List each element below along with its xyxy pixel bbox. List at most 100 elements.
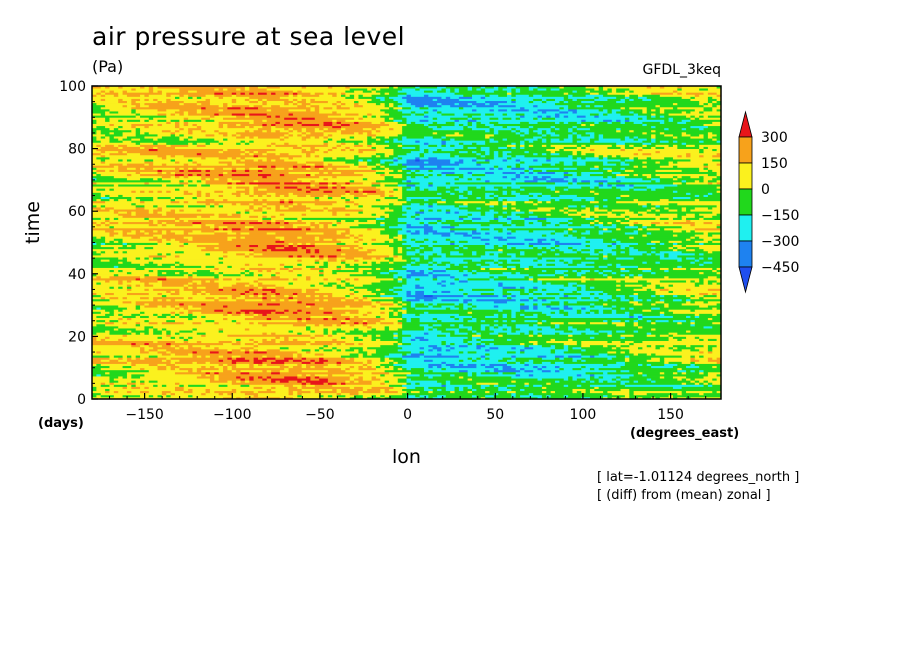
heatmap-cell [201,355,206,358]
heatmap-cell [694,223,718,227]
heatmap-cell [498,386,508,389]
heatmap-cell [161,292,172,296]
heatmap-cell [96,188,106,191]
heatmap-cell [306,351,311,354]
heatmap-cell [563,394,569,398]
heatmap-cell [437,221,442,225]
heatmap-cell [472,390,486,394]
heatmap-cell [336,323,342,327]
heatmap-cell [594,192,600,195]
heatmap-cell [624,275,630,279]
heatmap-cell [92,229,106,233]
heatmap-cell [354,296,359,300]
heatmap-cell [271,194,276,197]
heatmap-cell [646,392,678,396]
heatmap-cell [686,244,721,248]
heatmap-cell [664,269,669,273]
heatmap-cell [244,328,250,331]
heatmap-cell [712,325,721,329]
heatmap-cell [236,311,241,314]
heatmap-cell [589,373,595,377]
heatmap-cell [371,371,390,375]
heatmap-cell [126,271,132,275]
heatmap-cell [537,396,543,399]
heatmap-cell [677,363,691,367]
heatmap-cell [292,269,320,273]
heatmap-cell [406,386,416,389]
heatmap-cell [646,209,652,212]
heatmap-cell [423,257,429,260]
heatmap-cell [179,179,185,183]
heatmap-cell [253,342,259,346]
heatmap-cell [122,321,128,325]
heatmap-cell [153,219,158,223]
heatmap-cell [533,307,538,310]
heatmap-cell [620,240,652,243]
heatmap-cell [563,303,591,306]
heatmap-cell [275,273,298,277]
heatmap-cell [555,365,560,369]
heatmap-cell [694,369,700,373]
heatmap-cell [467,280,534,283]
heatmap-cell [397,367,403,371]
heatmap-cell [445,348,451,352]
heatmap-cell [161,223,167,227]
heatmap-cell [659,284,669,287]
heatmap-cell [179,271,189,275]
heatmap-cell [323,269,333,273]
heatmap-cell [603,223,613,227]
heatmap-cell [642,234,648,237]
heatmap-cell [402,357,469,360]
heatmap-cell [651,250,656,254]
heatmap-cell [201,321,215,325]
heatmap-cell [183,200,189,204]
heatmap-cell [375,315,381,319]
heatmap-cell [699,351,704,354]
heatmap-cell [458,344,469,348]
heatmap-cell [275,267,281,271]
heatmap-cell [126,257,137,260]
heatmap-cell [664,275,669,279]
heatmap-cell [677,190,718,193]
heatmap-cell [445,267,482,271]
heatmap-cell [188,286,193,289]
heatmap-cell [174,263,180,266]
heatmap-cell [576,248,582,252]
heatmap-cell [397,277,403,281]
heatmap-cell [576,250,582,254]
heatmap-cell [397,336,403,339]
heatmap-cell [148,390,163,394]
heatmap-cell [384,307,390,310]
heatmap-cell [223,261,316,264]
heatmap-cell [502,250,521,254]
heatmap-cell [240,192,246,195]
heatmap-cell [506,294,512,298]
heatmap-cell [113,198,119,202]
heatmap-cell [585,348,630,352]
heatmap-cell [467,232,473,235]
heatmap-cell [297,225,311,229]
heatmap-cell [506,384,517,387]
heatmap-cell [153,296,185,300]
heatmap-cell [240,348,246,352]
heatmap-cell [506,361,517,364]
heatmap-cell [336,382,342,385]
heatmap-cell [463,359,473,362]
heatmap-cell [607,184,613,187]
heatmap-cell [253,209,263,212]
heatmap-cell [568,346,573,350]
heatmap-cell [113,250,119,254]
heatmap-cell [314,202,333,206]
heatmap-cell [498,384,508,387]
heatmap-cell [209,388,233,392]
heatmap-cell [458,280,469,283]
heatmap-cell [140,355,150,358]
heatmap-cell [113,378,211,381]
heatmap-cell [170,196,176,200]
heatmap-cell [288,277,294,281]
heatmap-cell [345,207,381,210]
heatmap-cell [598,353,608,356]
heatmap-cell [419,202,425,206]
heatmap-cell [166,359,172,362]
heatmap-cell [113,184,119,187]
